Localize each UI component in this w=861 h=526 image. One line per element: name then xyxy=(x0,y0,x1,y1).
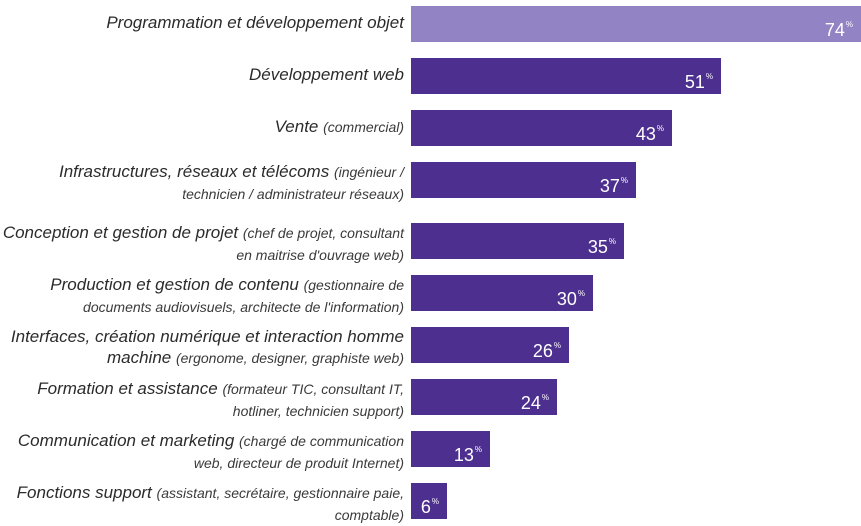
bar-value-number: 51 xyxy=(684,72,705,92)
category-label: Infrastructures, réseaux et télécoms (in… xyxy=(0,161,404,205)
bar-value-unit: % xyxy=(845,20,853,29)
bar-value-unit: % xyxy=(553,341,561,350)
bar-10: 6% xyxy=(411,483,447,519)
bar-value-label: 43% xyxy=(636,110,664,146)
bar-4: 37% xyxy=(411,162,636,198)
bar-value-number: 26 xyxy=(532,341,553,361)
category-label-main: Infrastructures, réseaux et télécoms xyxy=(58,162,330,181)
category-label-main: Communication et marketing xyxy=(17,431,235,450)
bar-5: 35% xyxy=(411,223,624,259)
bar-value-label: 51% xyxy=(685,58,713,94)
bar-value-label: 26% xyxy=(533,327,561,363)
category-label-detail: (chef de projet, consultant en maitrise … xyxy=(236,225,404,263)
bar-1: 74% xyxy=(411,6,861,42)
category-label: Fonctions support (assistant, secrétaire… xyxy=(0,482,404,526)
bar-value-unit: % xyxy=(656,124,664,133)
bar-2: 51% xyxy=(411,58,721,94)
bar-6: 30% xyxy=(411,275,593,311)
bar-value-label: 6% xyxy=(421,483,439,519)
bar-3: 43% xyxy=(411,110,672,146)
bar-value-label: 30% xyxy=(557,275,585,311)
bar-value-number: 74 xyxy=(824,20,845,40)
category-label: Production et gestion de contenu (gestio… xyxy=(0,274,404,318)
bar-value-number: 6 xyxy=(420,497,431,517)
category-label-detail: (ergonome, designer, graphiste web) xyxy=(175,350,404,366)
category-label-detail: (ingénieur / technicien / administrateur… xyxy=(182,164,404,202)
category-label-detail: (gestionnaire de documents audiovisuels,… xyxy=(83,277,404,315)
category-label-main: Développement web xyxy=(249,65,404,84)
bar-value-unit: % xyxy=(474,445,482,454)
category-label: Interfaces, création numérique et intera… xyxy=(0,326,404,369)
category-label-main: Production et gestion de contenu xyxy=(50,275,299,294)
bar-value-label: 37% xyxy=(600,162,628,198)
category-label: Conception et gestion de projet (chef de… xyxy=(0,222,404,266)
bar-value-label: 35% xyxy=(588,223,616,259)
category-label-main: Fonctions support xyxy=(16,483,152,502)
bar-9: 13% xyxy=(411,431,490,467)
category-label: Communication et marketing (chargé de co… xyxy=(0,430,404,474)
bar-value-number: 24 xyxy=(520,393,541,413)
bar-value-number: 37 xyxy=(599,176,620,196)
category-label: Programmation et développement objet xyxy=(0,12,404,33)
category-label-main: Programmation et développement objet xyxy=(106,13,404,32)
bar-value-number: 43 xyxy=(635,124,656,144)
category-label-detail: (formateur TIC, consultant IT, hotliner,… xyxy=(222,381,404,419)
category-label: Développement web xyxy=(0,64,404,85)
bar-value-number: 35 xyxy=(587,237,608,257)
category-label-detail: (assistant, secrétaire, gestionnaire pai… xyxy=(156,485,404,523)
bar-value-unit: % xyxy=(541,393,549,402)
bar-value-unit: % xyxy=(705,72,713,81)
category-label-main: Vente xyxy=(274,117,319,136)
bar-value-number: 30 xyxy=(556,289,577,309)
bar-7: 26% xyxy=(411,327,569,363)
category-label: Vente (commercial) xyxy=(0,116,404,138)
category-label: Formation et assistance (formateur TIC, … xyxy=(0,378,404,422)
category-label-detail: (chargé de communication web, directeur … xyxy=(193,433,404,471)
category-label-main: Interfaces, création numérique et intera… xyxy=(10,327,404,367)
category-label-detail: (commercial) xyxy=(323,119,404,135)
bar-value-unit: % xyxy=(608,237,616,246)
bar-value-number: 13 xyxy=(453,445,474,465)
category-label-main: Formation et assistance xyxy=(37,379,218,398)
bar-value-unit: % xyxy=(577,289,585,298)
bar-value-unit: % xyxy=(620,176,628,185)
bar-value-unit: % xyxy=(431,497,439,506)
bar-8: 24% xyxy=(411,379,557,415)
bar-value-label: 13% xyxy=(454,431,482,467)
bar-value-label: 74% xyxy=(825,6,853,42)
bar-value-label: 24% xyxy=(521,379,549,415)
category-label-main: Conception et gestion de projet xyxy=(2,223,239,242)
